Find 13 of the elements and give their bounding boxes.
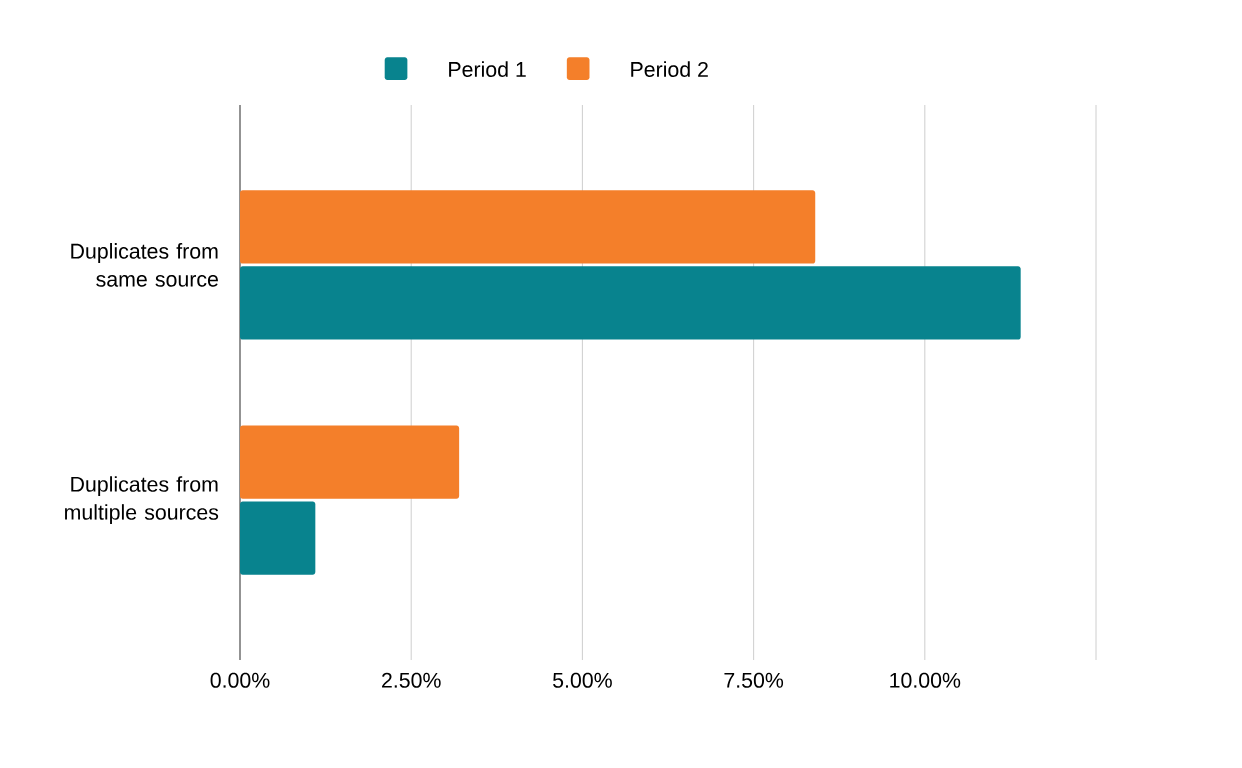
x-tick-label: 5.00%: [553, 672, 612, 688]
bar: [240, 425, 460, 499]
legend-label: Period 1: [449, 61, 526, 77]
bar: [240, 501, 316, 575]
x-tick-label: 10.00%: [890, 672, 961, 688]
bar: [240, 266, 1021, 340]
y-tick-label: Duplicates from multiple sources: [65, 476, 219, 525]
x-tick-label: 2.50%: [382, 672, 441, 688]
bar: [240, 190, 816, 264]
legend-label: Period 2: [631, 61, 708, 77]
x-tick-label: 0.00%: [210, 672, 270, 688]
y-tick-label: Duplicates from same source: [71, 243, 218, 287]
x-tick-label: 7.50%: [724, 672, 784, 688]
